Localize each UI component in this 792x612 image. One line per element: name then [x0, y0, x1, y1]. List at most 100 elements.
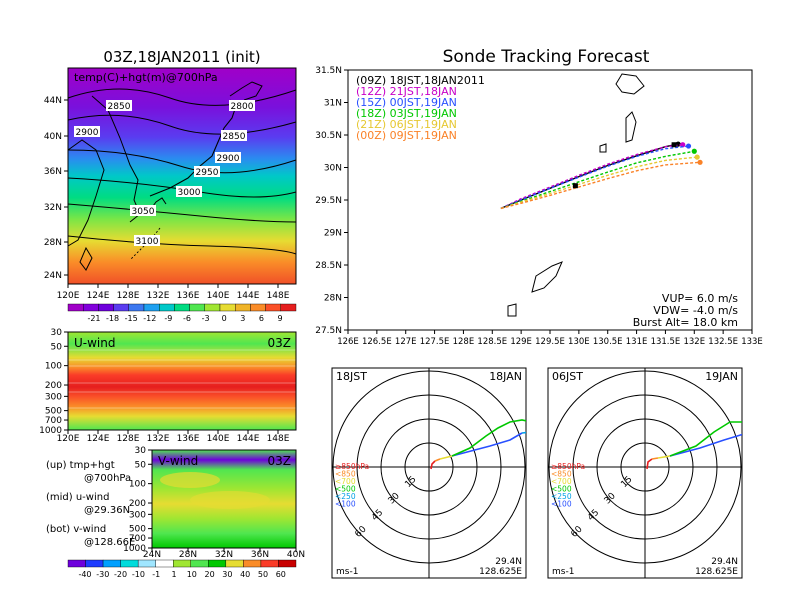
u-wind-time: 03Z: [268, 336, 292, 350]
lat-tick-label: 24N: [143, 550, 161, 560]
lat-tick-label: 36N: [251, 550, 269, 560]
colorbar-swatch: [128, 303, 145, 312]
colorbar-swatch: [243, 559, 262, 568]
colorbar-swatch: [174, 303, 190, 312]
colorbar-label: -18: [106, 314, 119, 323]
lat-tick-label: 30N: [324, 164, 342, 174]
hodograph-trace: [430, 460, 436, 470]
pressure-tick-label: 300: [129, 510, 146, 520]
lon-tick-label: 132.5E: [708, 337, 738, 347]
track-marker: [572, 183, 578, 189]
track-end-point: [697, 159, 703, 165]
lat-tick-label: 29.5N: [315, 196, 342, 206]
note-mid: (mid) u-wind: [46, 492, 109, 503]
pressure-tick-label: 100: [129, 480, 146, 490]
contour-line: [67, 235, 297, 255]
lon-tick-label: 148E: [267, 291, 290, 301]
track-panel: (09Z) 18JST,18JAN2011(12Z) 21JST,18JAN(1…: [315, 66, 763, 347]
hodograph-level-legend: <100: [551, 500, 572, 509]
colorbar-swatch: [67, 559, 86, 568]
colorbar-label: 1: [171, 570, 176, 579]
colorbar-label: -6: [183, 314, 191, 323]
colorbar-swatch: [280, 303, 297, 312]
lon-tick-label: 140E: [207, 291, 230, 301]
lat-tick-label: 32N: [215, 550, 233, 560]
colorbar-swatch: [189, 303, 206, 312]
legend-entry: (15Z) 00JST,19JAN: [356, 96, 457, 109]
lon-tick-label: 126.5E: [362, 337, 392, 347]
lon-tick-label: 120E: [57, 434, 80, 444]
hodograph-level-legend: <850: [335, 470, 356, 479]
lon-tick-label: 127E: [395, 337, 417, 347]
hodograph-level-legend: <700: [335, 477, 356, 486]
hodograph-trace: [669, 421, 742, 457]
lon-tick-label: 133E: [741, 337, 763, 347]
pressure-tick-label: 1000: [39, 426, 62, 436]
pressure-tick-label: 50: [135, 460, 147, 470]
island-shape: [507, 303, 517, 317]
hodograph-trace: [451, 419, 526, 457]
temp-lat-axis: 44N 40N 36N 32N 28N 24N: [44, 96, 68, 281]
colorbar-label: -12: [143, 314, 156, 323]
lon-tick-label: 131.5E: [651, 337, 681, 347]
track-end-point: [680, 142, 686, 148]
track-marker: [671, 142, 677, 148]
temp-height-panel: 2850 2800 2900 2850 2900 2950 3000 3050 …: [44, 67, 297, 323]
track-series-line: [500, 145, 689, 210]
pressure-tick-label: 200: [45, 381, 62, 391]
track-series-line: [500, 161, 701, 210]
colorbar-label: 10: [187, 570, 197, 579]
hodograph-trace: [657, 455, 671, 459]
colorbar-swatch: [219, 303, 236, 312]
hodograph-lat: 29.4N: [711, 557, 738, 567]
colorbar-swatch: [265, 303, 282, 312]
contour-label: 2800: [231, 102, 254, 112]
pressure-tick-label: 500: [45, 407, 62, 417]
lat-tick-label: 30.5N: [315, 131, 342, 141]
note-bot-sub: @128.66E: [84, 537, 135, 548]
info-vup: VUP= 6.0 m/s: [662, 292, 738, 305]
lat-tick-label: 31N: [324, 99, 342, 109]
pressure-tick-label: 100: [45, 362, 62, 372]
hodograph-lon: 128.625E: [479, 567, 522, 577]
lon-tick-label: 131E: [626, 337, 648, 347]
contour-label: 2850: [108, 102, 131, 112]
pressure-tick-label: 200: [129, 499, 146, 509]
colorbar-swatch: [204, 303, 221, 312]
lon-tick-label: 128E: [117, 291, 140, 301]
pressure-tick-label: 1000: [123, 544, 146, 554]
contour-line: [67, 149, 297, 174]
island-shape: [625, 111, 637, 143]
track-lon-axis: 126E 126.5E 127E 127.5E 128E 128.5E 129E 129.5E…: [337, 330, 763, 347]
colorbar-swatch: [250, 303, 266, 312]
coastline-hokkaido: [229, 81, 263, 101]
colorbar-swatch: [137, 559, 156, 568]
lon-tick-label: 144E: [237, 434, 260, 444]
island-shape: [615, 73, 645, 95]
colorbar-swatch: [102, 559, 121, 568]
lat-tick-label: 29N: [324, 229, 342, 239]
pressure-tick-label: 50: [51, 342, 63, 352]
lat-tick-label: 31.5N: [315, 66, 342, 76]
contour-label: 2950: [196, 168, 219, 178]
lon-tick-label: 120E: [57, 291, 80, 301]
track-plot-area: [347, 69, 753, 331]
lon-tick-label: 128.5E: [477, 337, 507, 347]
note-mid-sub: @29.36N: [84, 505, 130, 516]
lat-tick-label: 40N: [287, 550, 305, 560]
pressure-tick-label: 700: [129, 534, 146, 544]
hodograph-trace: [744, 430, 756, 434]
lat-tick-label: 44N: [44, 96, 62, 106]
colorbar-swatch: [113, 303, 129, 312]
lon-tick-label: 128E: [453, 337, 475, 347]
track-series-line: [500, 144, 683, 210]
lon-tick-label: 132E: [147, 291, 170, 301]
info-vdw: VDW= -4.0 m/s: [653, 304, 738, 317]
colorbar-swatch: [208, 559, 227, 568]
hodograph-time: 18JST: [336, 370, 367, 383]
pressure-tick-label: 700: [45, 416, 62, 426]
hodograph-trace: [651, 457, 659, 460]
colorbar-swatch: [143, 303, 160, 312]
